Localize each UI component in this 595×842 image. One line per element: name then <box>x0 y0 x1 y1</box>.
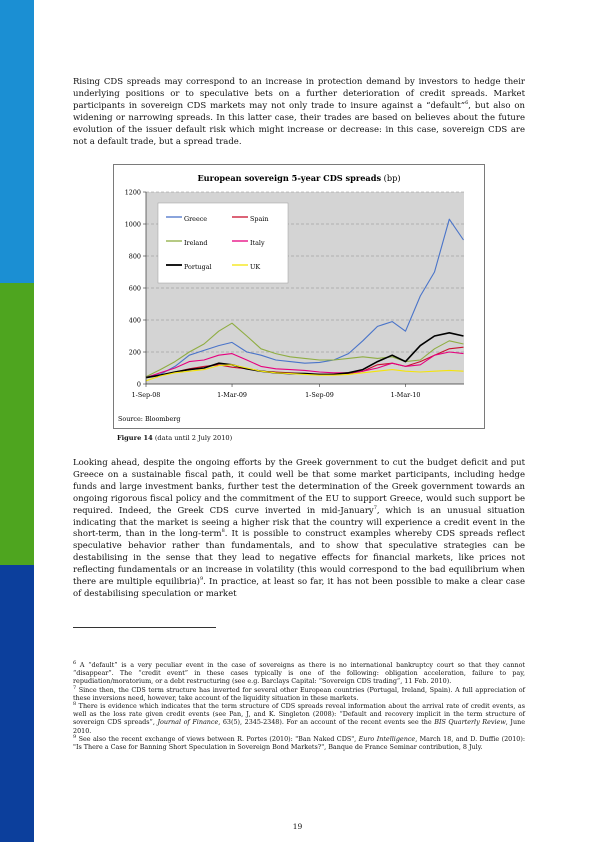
y-tick-label: 200 <box>129 348 141 356</box>
footnote-8: 8 There is evidence which indicates that… <box>73 700 525 735</box>
figure-caption: Figure 14 (data until 2 July 2010) <box>117 434 232 442</box>
legend: Greece Spain Ireland Italy Portugal UK <box>157 202 289 284</box>
legend-box <box>157 202 289 284</box>
axes: 0 200 400 600 800 1000 1200 1-Sep-08 1-Mar-09 1-S… <box>125 188 464 399</box>
y-tick-label: 1000 <box>125 220 141 228</box>
paragraph-text-c: . It is possible to construct examples w… <box>73 529 525 588</box>
paragraph-intro: Rising CDS spreads may correspond to an … <box>73 77 525 148</box>
series-line-greece <box>145 218 464 378</box>
legend-label: Italy <box>250 239 265 247</box>
footnote-9: 9 See also the recent exchange of views … <box>73 733 525 752</box>
sidebar-blue-top <box>0 0 34 283</box>
y-tick-label: 800 <box>129 252 141 260</box>
footnote-divider <box>73 627 216 628</box>
y-tick-label: 600 <box>129 284 141 292</box>
legend-label: UK <box>250 263 260 271</box>
x-tick-label: 1-Mar-10 <box>391 391 421 399</box>
y-tick-label: 400 <box>129 316 141 324</box>
paragraph-text-a: Looking ahead, despite the ongoing effor… <box>73 458 525 516</box>
y-tick-label: 1200 <box>125 188 141 196</box>
paragraph-text-b: , which is an unusual situation indicati… <box>73 505 525 540</box>
footnote-ref-6[interactable]: 6 <box>465 99 469 106</box>
legend-label: Spain <box>250 215 268 223</box>
paragraph-looking-ahead: Looking ahead, despite the ongoing effor… <box>73 458 525 601</box>
footnote-6: 6 A “default” is a very peculiar event i… <box>73 659 525 686</box>
cds-chart-svg: European sovereign 5-year CDS spreads (b… <box>118 173 464 423</box>
x-tick-label: 1-Sep-08 <box>132 391 161 399</box>
footnote-ref-7[interactable]: 7 <box>373 504 377 511</box>
chart-title: European sovereign 5-year CDS spreads (b… <box>197 173 400 183</box>
x-tick-label: 1-Sep-09 <box>305 391 334 399</box>
figure-label: Figure 14 <box>117 434 153 442</box>
page-number: 19 <box>292 822 303 831</box>
series-line-italy <box>145 351 464 379</box>
figure-caption-text: (data until 2 July 2010) <box>154 434 233 442</box>
sidebar-color-bar <box>0 0 34 842</box>
series-line-ireland <box>145 322 464 378</box>
footnote-7: 7 Since then, the CDS term structure has… <box>73 684 525 702</box>
footnotes: 6 A “default” is a very peculiar event i… <box>73 659 525 752</box>
footnote-ref-8[interactable]: 8 <box>221 528 225 535</box>
series-lines <box>145 218 464 382</box>
paragraph-intro-text-rest: , but also on widening or narrowing spre… <box>73 100 526 147</box>
y-tick-label: 0 <box>137 380 141 388</box>
paragraph-intro-text: Rising CDS spreads may correspond to an … <box>73 77 525 111</box>
chart-source: Source: Bloomberg <box>118 415 180 423</box>
series-line-portugal <box>145 332 464 379</box>
x-tick-label: 1-Mar-09 <box>217 391 247 399</box>
legend-label: Ireland <box>184 239 207 247</box>
sidebar-green <box>0 283 34 565</box>
sidebar-blue-bottom <box>0 565 34 842</box>
cds-chart: European sovereign 5-year CDS spreads (b… <box>113 164 485 429</box>
legend-label: Portugal <box>184 263 212 271</box>
legend-label: Greece <box>184 215 207 223</box>
paragraph-text-d: . In practice, at least so far, it has n… <box>73 577 525 599</box>
footnote-ref-9[interactable]: 9 <box>199 576 204 583</box>
series-line-uk <box>145 364 464 382</box>
